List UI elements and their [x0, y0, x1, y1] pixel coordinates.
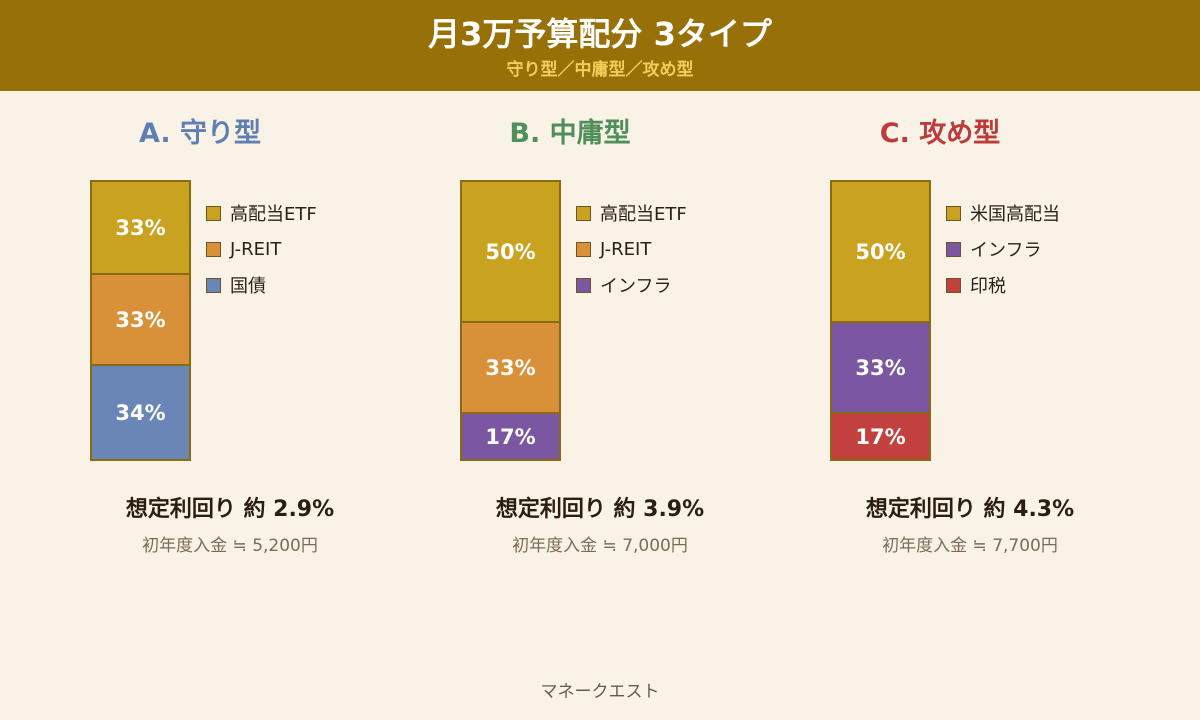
legend-label: 高配当ETF [230, 204, 317, 225]
stacked-bar: 50% 33% 17% [830, 180, 931, 461]
legend-label: インフラ [970, 240, 1042, 261]
bar-segment: 33% [92, 182, 189, 273]
legend-label: インフラ [600, 276, 672, 297]
plan-panel-a: A. 守り型 33% 33% 34% 高配当ETF J-REIT 国債 想定利回り 約 … [0, 91, 400, 651]
plan-title: B. 中庸型 [509, 118, 631, 149]
legend-item: 米国高配当 [946, 195, 1060, 231]
plan-panel-b: B. 中庸型 50% 33% 17% 高配当ETF J-REIT インフラ 想定利回り … [370, 91, 770, 651]
segment-label: 17% [485, 424, 536, 449]
bar-segment: 33% [92, 273, 189, 364]
stacked-bar: 50% 33% 17% [460, 180, 561, 461]
legend-swatch [576, 205, 591, 221]
segment-label: 50% [485, 239, 536, 264]
page-title: 月3万予算配分 3タイプ [428, 15, 772, 53]
bar-segment: 50% [462, 182, 559, 321]
plan-panel-c: C. 攻め型 50% 33% 17% 米国高配当インフラ印税 想定利回り 約 4.3… [740, 91, 1140, 651]
yield-text: 想定利回り 約 4.3% [865, 497, 1075, 522]
stacked-bar: 33% 33% 34% [90, 180, 191, 461]
bar-segment: 17% [832, 412, 929, 459]
legend-label: 高配当ETF [600, 204, 687, 225]
footer-brand: マネークエスト [540, 682, 660, 702]
legend-swatch [946, 277, 961, 293]
legend-swatch [206, 277, 221, 293]
header-banner: 月3万予算配分 3タイプ 守り型／中庸型／攻め型 [0, 0, 1200, 91]
legend-item: インフラ [576, 267, 687, 303]
legend-item: 高配当ETF [576, 195, 687, 231]
legend-item: 国債 [206, 267, 317, 303]
bar-segment: 33% [462, 321, 559, 412]
plan-title: A. 守り型 [138, 118, 262, 149]
legend: 高配当ETF J-REIT 国債 [206, 195, 317, 303]
segment-label: 17% [855, 424, 906, 449]
segment-label: 33% [115, 215, 166, 240]
legend-item: J-REIT [576, 231, 687, 267]
legend-swatch [206, 241, 221, 257]
legend-label: 印税 [970, 276, 1006, 297]
legend-item: J-REIT [206, 231, 317, 267]
legend-swatch [576, 241, 591, 257]
segment-label: 33% [855, 355, 906, 380]
plan-title: C. 攻め型 [879, 118, 1001, 149]
legend: 米国高配当インフラ印税 [946, 195, 1060, 303]
bar-segment: 17% [462, 412, 559, 459]
legend-item: 印税 [946, 267, 1060, 303]
yield-text: 想定利回り 約 3.9% [495, 497, 705, 522]
legend-label: J-REIT [600, 238, 652, 260]
legend-item: インフラ [946, 231, 1060, 267]
legend-swatch [946, 205, 961, 221]
legend-swatch [576, 277, 591, 293]
deposit-text: 初年度入金 ≒ 7,700円 [882, 536, 1058, 556]
legend-swatch [206, 205, 221, 221]
legend-item: 高配当ETF [206, 195, 317, 231]
legend-label: 米国高配当 [970, 204, 1060, 225]
yield-text: 想定利回り 約 2.9% [125, 497, 335, 522]
legend-label: 国債 [230, 276, 266, 297]
deposit-text: 初年度入金 ≒ 5,200円 [142, 536, 318, 556]
legend-swatch [946, 241, 961, 257]
legend-label: J-REIT [230, 238, 282, 260]
segment-label: 33% [115, 307, 166, 332]
legend: 高配当ETF J-REIT インフラ [576, 195, 687, 303]
bar-segment: 33% [832, 321, 929, 412]
deposit-text: 初年度入金 ≒ 7,000円 [512, 536, 688, 556]
bar-segment: 34% [92, 364, 189, 459]
segment-label: 33% [485, 355, 536, 380]
page-subtitle: 守り型／中庸型／攻め型 [506, 60, 694, 80]
segment-label: 50% [855, 239, 906, 264]
bar-segment: 50% [832, 182, 929, 321]
segment-label: 34% [115, 400, 166, 425]
